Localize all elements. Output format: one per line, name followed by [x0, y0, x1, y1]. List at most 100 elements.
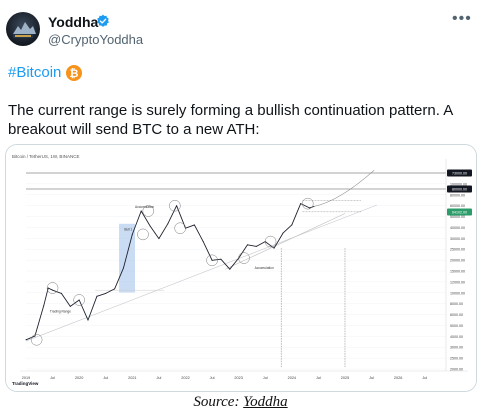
svg-text:₿: ₿	[70, 67, 79, 80]
x-tick-label: 2020	[75, 376, 83, 380]
x-tick-label: Jul	[316, 376, 321, 380]
price-point	[131, 233, 133, 235]
price-badge-label: 73000.00	[452, 171, 467, 175]
highlight-circle	[137, 228, 149, 241]
chart-header: Bitcoin / TetherUS, 1W, BINANCE	[12, 154, 79, 159]
price-point	[176, 205, 178, 207]
tweet-text: The current range is surely forming a bu…	[8, 102, 453, 138]
y-tick-label: 25000.00	[450, 248, 465, 252]
x-tick-label: Jul	[156, 376, 161, 380]
price-point	[229, 268, 231, 270]
price-point	[122, 267, 124, 269]
x-tick-label: 2026	[394, 376, 402, 380]
chart-image[interactable]: Bitcoin / TetherUS, 1W, BINANCE Trading …	[5, 144, 477, 392]
x-tick-label: Jul	[50, 376, 55, 380]
x-tick-label: 2025	[341, 376, 349, 380]
price-point	[47, 287, 49, 289]
y-tick-label: 5000.00	[450, 324, 463, 328]
y-tick-label: 6000.00	[450, 313, 463, 317]
bitcoin-icon: ₿	[66, 65, 82, 81]
highlight-circle	[264, 235, 277, 248]
avatar[interactable]	[6, 12, 40, 46]
y-tick-label: 40000.00	[450, 226, 465, 230]
price-point	[43, 305, 45, 307]
price-point	[114, 288, 116, 290]
price-point	[220, 258, 222, 260]
support-trendline	[225, 213, 346, 270]
highlight-circle	[46, 282, 59, 294]
y-tick-label: 80000.00	[450, 193, 465, 197]
highlight-circle	[30, 334, 43, 346]
highlight-circle	[169, 199, 181, 212]
price-point	[255, 245, 257, 247]
verified-badge-icon	[97, 14, 109, 27]
source-link[interactable]: Yoddha	[243, 394, 288, 410]
highlight-circle	[302, 197, 314, 210]
support-trendline	[25, 204, 377, 342]
display-name[interactable]: Yoddha	[48, 14, 99, 30]
y-tick-label: 20000.00	[450, 259, 465, 263]
y-tick-label: 8000.00	[450, 302, 463, 306]
x-tick-label: 2024	[288, 376, 296, 380]
x-tick-label: Jul	[263, 376, 268, 380]
source-caption: Source: Yoddha	[0, 394, 481, 411]
x-tick-label: Jul	[422, 376, 427, 380]
price-point	[78, 299, 80, 301]
price-badge	[447, 208, 472, 216]
projected-breakout-line	[313, 169, 375, 207]
price-badge-label: 64102.00	[452, 210, 467, 214]
price-badge-label: 80000.00	[452, 187, 467, 191]
price-point	[300, 203, 302, 205]
x-tick-label: Jul	[103, 376, 108, 380]
x-tick-label: 2022	[181, 376, 189, 380]
price-point	[60, 292, 62, 294]
y-tick-label: 60000.00	[450, 204, 465, 208]
price-point	[291, 224, 293, 226]
price-point	[167, 223, 169, 225]
x-tick-label: 2019	[22, 376, 30, 380]
annotation-label: Trading Range	[50, 309, 71, 313]
source-prefix: Source:	[193, 394, 244, 410]
price-point	[273, 247, 275, 249]
annotation-label: Accumulation	[255, 266, 274, 270]
price-point	[211, 259, 213, 261]
x-tick-label: 2023	[234, 376, 242, 380]
price-point	[309, 207, 311, 209]
tradingview-logo: TradingView	[12, 381, 39, 386]
price-chart: Bitcoin / TetherUS, 1W, BINANCE Trading …	[6, 145, 476, 391]
highlight-circle	[206, 254, 218, 267]
x-tick-label: 2021	[128, 376, 136, 380]
y-tick-label: 12000.00	[450, 280, 465, 284]
y-tick-label: 50000.00	[450, 215, 465, 219]
y-tick-label: 100000.00	[450, 182, 467, 186]
highlight-circle	[73, 294, 85, 306]
price-point	[149, 225, 151, 227]
price-point	[52, 289, 54, 291]
user-handle[interactable]: @CryptoYoddha	[48, 32, 144, 47]
highlight-circle	[174, 222, 186, 234]
price-point	[140, 210, 142, 212]
price-point	[158, 238, 160, 240]
price-point	[105, 292, 107, 294]
price-point	[96, 295, 98, 297]
price-point	[69, 305, 71, 307]
x-tick-label: Jul	[210, 376, 215, 380]
y-tick-label: 10000.00	[450, 291, 465, 295]
price-point	[282, 232, 284, 234]
price-point	[193, 224, 195, 226]
more-options-icon[interactable]: •••	[452, 10, 472, 27]
y-tick-label: 2500.00	[450, 357, 463, 361]
y-tick-label: 15000.00	[450, 270, 465, 274]
price-point	[87, 319, 89, 321]
price-badge	[447, 169, 472, 177]
price-point	[247, 244, 249, 246]
price-point	[34, 335, 36, 337]
x-tick-label: Jul	[369, 376, 374, 380]
hashtag-link[interactable]: #Bitcoin	[8, 64, 62, 81]
highlight-circle	[142, 205, 155, 217]
annotation-label: Bull 1	[124, 228, 132, 232]
price-badge	[447, 185, 472, 193]
highlight-circle	[238, 252, 250, 264]
y-tick-label: 30000.00	[450, 237, 465, 241]
y-tick-label: 3000.00	[450, 346, 463, 350]
